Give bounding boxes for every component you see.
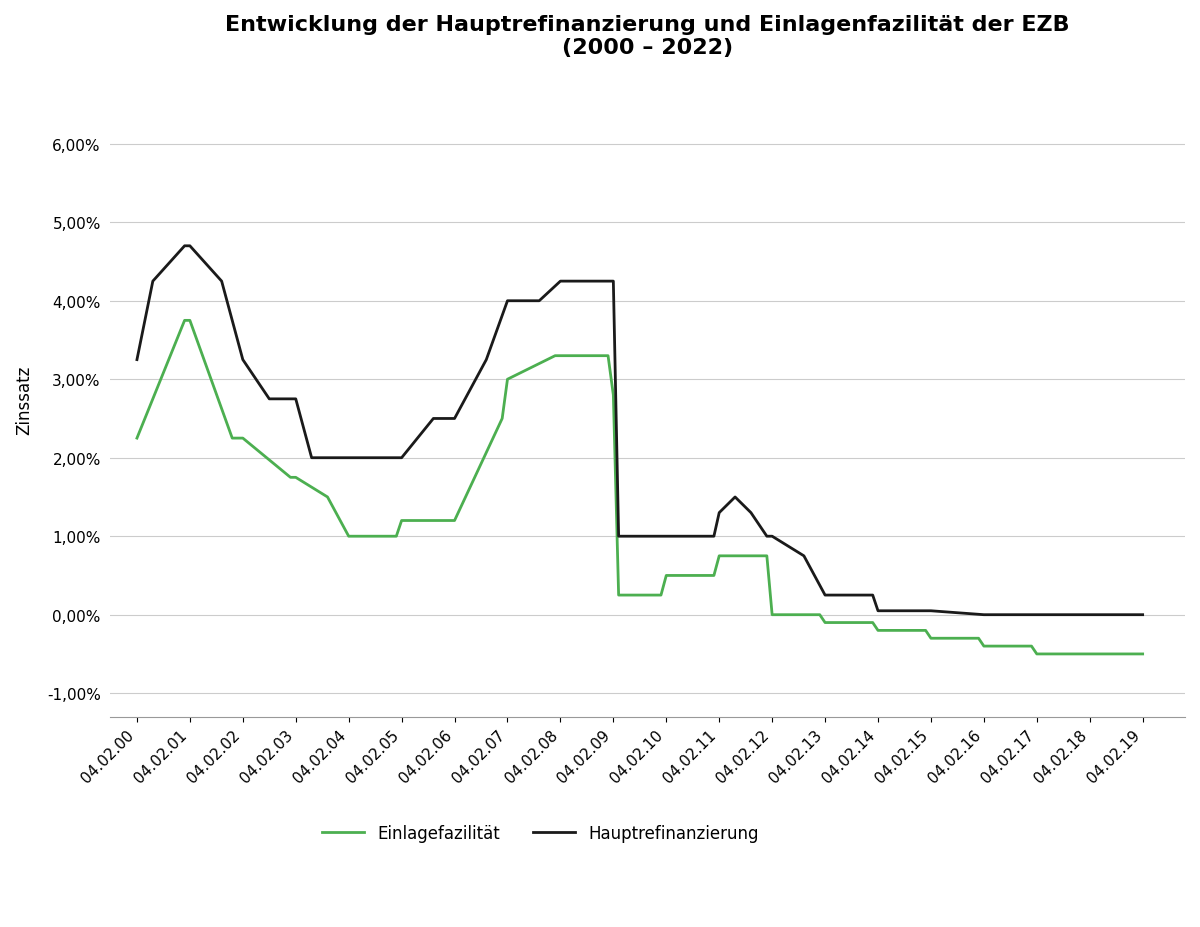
Einlagefazilität bbox=[654, 590, 668, 601]
Einlagefazilität bbox=[818, 617, 833, 629]
Hauptrefinanzierung bbox=[712, 508, 726, 519]
Line: Einlagefazilität: Einlagefazilität bbox=[137, 321, 1142, 654]
Hauptrefinanzierung bbox=[305, 452, 319, 464]
Einlagefazilität bbox=[448, 515, 462, 527]
Hauptrefinanzierung bbox=[288, 394, 302, 405]
Hauptrefinanzierung bbox=[764, 531, 779, 542]
Einlagefazilität bbox=[130, 433, 144, 444]
Einlagefazilität bbox=[395, 515, 409, 527]
Einlagefazilität bbox=[601, 350, 616, 362]
Hauptrefinanzierung bbox=[818, 590, 833, 601]
Hauptrefinanzierung bbox=[728, 492, 743, 503]
Einlagefazilität bbox=[812, 609, 827, 620]
Hauptrefinanzierung bbox=[977, 609, 991, 620]
Einlagefazilität bbox=[553, 350, 568, 362]
Hauptrefinanzierung bbox=[553, 276, 568, 287]
Einlagefazilität bbox=[320, 492, 335, 503]
Hauptrefinanzierung bbox=[532, 296, 546, 307]
Hauptrefinanzierung bbox=[215, 276, 229, 287]
Einlagefazilität bbox=[494, 413, 509, 425]
Einlagefazilität bbox=[1030, 649, 1044, 660]
Hauptrefinanzierung bbox=[612, 531, 626, 542]
Einlagefazilität bbox=[924, 633, 938, 644]
Hauptrefinanzierung bbox=[395, 452, 409, 464]
Hauptrefinanzierung bbox=[654, 531, 668, 542]
Title: Entwicklung der Hauptrefinanzierung und Einlagenfazilität der EZB
(2000 – 2022): Entwicklung der Hauptrefinanzierung und … bbox=[226, 15, 1070, 58]
Hauptrefinanzierung bbox=[500, 296, 515, 307]
Hauptrefinanzierung bbox=[707, 531, 721, 542]
Einlagefazilität bbox=[288, 472, 302, 483]
Einlagefazilität bbox=[442, 515, 456, 527]
Einlagefazilität bbox=[1025, 641, 1039, 652]
Hauptrefinanzierung bbox=[448, 413, 462, 425]
Hauptrefinanzierung bbox=[1135, 609, 1150, 620]
Einlagefazilität bbox=[971, 633, 985, 644]
Hauptrefinanzierung bbox=[918, 605, 932, 616]
Line: Hauptrefinanzierung: Hauptrefinanzierung bbox=[137, 247, 1142, 615]
Hauptrefinanzierung bbox=[235, 355, 250, 366]
Einlagefazilität bbox=[500, 375, 515, 386]
Hauptrefinanzierung bbox=[606, 276, 620, 287]
Hauptrefinanzierung bbox=[659, 531, 673, 542]
Einlagefazilität bbox=[342, 531, 356, 542]
Einlagefazilität bbox=[659, 570, 673, 581]
Einlagefazilität bbox=[182, 315, 197, 326]
Einlagefazilität bbox=[283, 472, 298, 483]
Einlagefazilität bbox=[918, 625, 932, 636]
Einlagefazilität bbox=[548, 350, 563, 362]
Hauptrefinanzierung bbox=[871, 605, 886, 616]
Einlagefazilität bbox=[389, 531, 403, 542]
Hauptrefinanzierung bbox=[865, 590, 880, 601]
Hauptrefinanzierung bbox=[342, 452, 356, 464]
Einlagefazilität bbox=[707, 570, 721, 581]
Einlagefazilität bbox=[612, 590, 626, 601]
Einlagefazilität bbox=[865, 617, 880, 629]
Hauptrefinanzierung bbox=[178, 241, 192, 252]
Einlagefazilität bbox=[606, 390, 620, 401]
Einlagefazilität bbox=[712, 551, 726, 562]
Hauptrefinanzierung bbox=[182, 241, 197, 252]
Hauptrefinanzierung bbox=[262, 394, 276, 405]
Hauptrefinanzierung bbox=[924, 605, 938, 616]
Einlagefazilität bbox=[760, 551, 774, 562]
Hauptrefinanzierung bbox=[145, 276, 160, 287]
Hauptrefinanzierung bbox=[744, 508, 758, 519]
Hauptrefinanzierung bbox=[760, 531, 774, 542]
Einlagefazilität bbox=[871, 625, 886, 636]
Einlagefazilität bbox=[1135, 649, 1150, 660]
Hauptrefinanzierung bbox=[336, 452, 350, 464]
Einlagefazilität bbox=[977, 641, 991, 652]
Einlagefazilität bbox=[178, 315, 192, 326]
Einlagefazilität bbox=[235, 433, 250, 444]
Hauptrefinanzierung bbox=[130, 355, 144, 366]
Y-axis label: Zinssatz: Zinssatz bbox=[14, 364, 34, 434]
Legend: Einlagefazilität, Hauptrefinanzierung: Einlagefazilität, Hauptrefinanzierung bbox=[316, 817, 766, 848]
Einlagefazilität bbox=[226, 433, 240, 444]
Hauptrefinanzierung bbox=[479, 355, 493, 366]
Hauptrefinanzierung bbox=[797, 551, 811, 562]
Einlagefazilität bbox=[764, 609, 779, 620]
Hauptrefinanzierung bbox=[580, 276, 594, 287]
Hauptrefinanzierung bbox=[426, 413, 440, 425]
